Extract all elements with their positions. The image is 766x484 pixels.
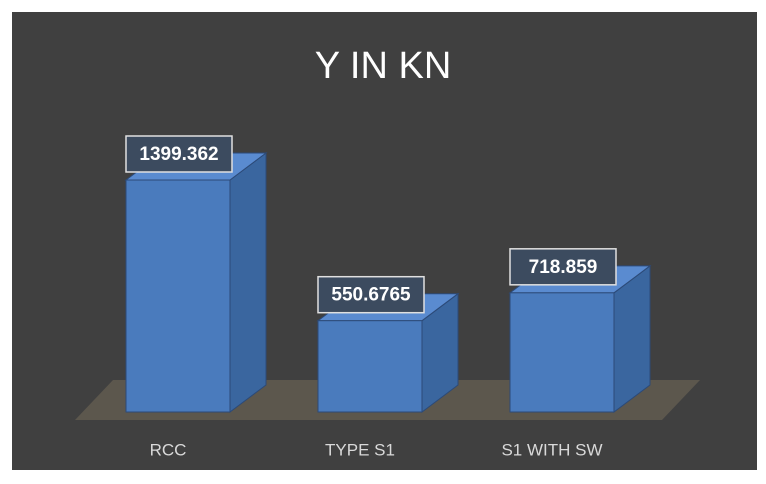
data-label-box	[509, 248, 617, 286]
x-tick-label: TYPE S1	[325, 440, 395, 459]
data-label: 1399.362	[139, 144, 218, 165]
data-label: 718.859	[529, 257, 598, 278]
data-label-box	[317, 275, 425, 314]
x-tick-label: RCC	[150, 440, 187, 459]
bar	[317, 320, 423, 413]
x-tick-label: S1 WITH SW	[501, 440, 602, 459]
chart-title: Y IN KN	[315, 45, 452, 87]
data-label: 550.6765	[331, 285, 411, 306]
bar-side	[229, 152, 267, 413]
bar	[125, 179, 231, 413]
bar	[509, 292, 615, 413]
data-label-box	[125, 135, 233, 173]
